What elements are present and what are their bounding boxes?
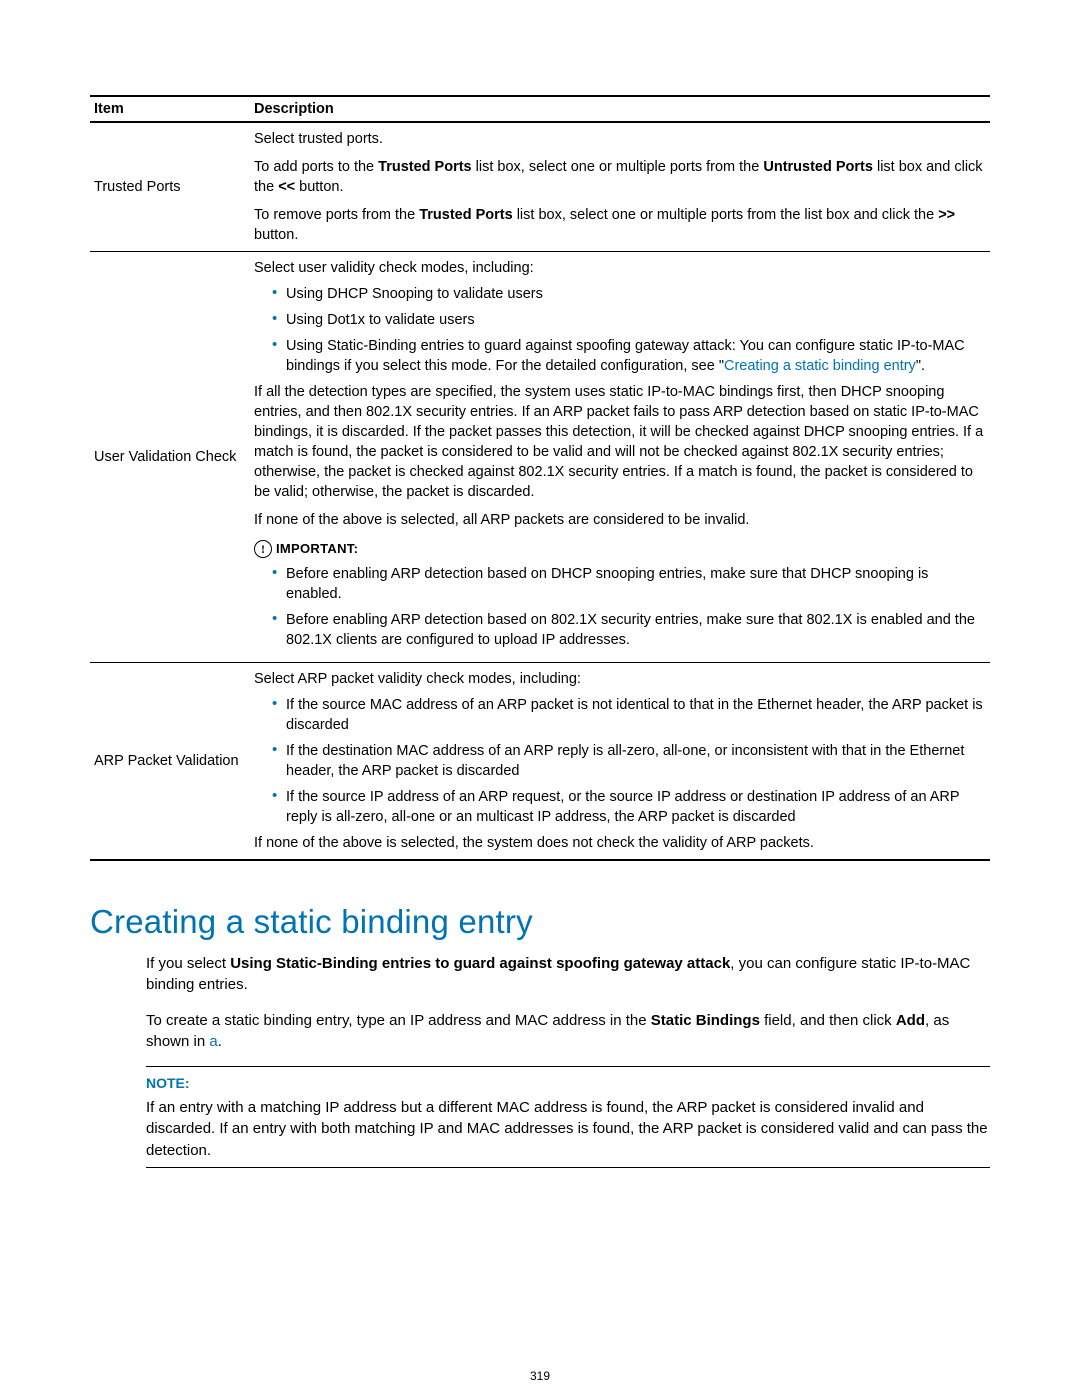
header-item: Item xyxy=(90,96,250,122)
cell-description: Select user validity check modes, includ… xyxy=(250,252,990,663)
paragraph: Select user validity check modes, includ… xyxy=(254,258,984,278)
bullet-list: Before enabling ARP detection based on D… xyxy=(254,564,984,650)
important-heading: ! IMPORTANT: xyxy=(254,540,984,558)
paragraph: To add ports to the Trusted Ports list b… xyxy=(254,157,984,197)
list-item: If the source IP address of an ARP reque… xyxy=(272,787,984,827)
important-label: IMPORTANT: xyxy=(276,540,358,558)
note-block: NOTE: If an entry with a matching IP add… xyxy=(146,1066,990,1168)
list-item: Before enabling ARP detection based on D… xyxy=(272,564,984,604)
table-row: ARP Packet Validation Select ARP packet … xyxy=(90,663,990,861)
cell-item: User Validation Check xyxy=(90,252,250,663)
link-static-binding[interactable]: Creating a static binding entry xyxy=(724,358,916,374)
list-item: If the source MAC address of an ARP pack… xyxy=(272,695,984,735)
list-item: Using Static-Binding entries to guard ag… xyxy=(272,336,984,376)
table-row: User Validation Check Select user validi… xyxy=(90,252,990,663)
table-header-row: Item Description xyxy=(90,96,990,122)
document-page: Item Description Trusted Ports Select tr… xyxy=(0,0,1080,1397)
table-row: Trusted Ports Select trusted ports. To a… xyxy=(90,122,990,252)
page-number: 319 xyxy=(0,1369,1080,1383)
paragraph: If none of the above is selected, all AR… xyxy=(254,510,984,530)
list-item: Before enabling ARP detection based on 8… xyxy=(272,610,984,650)
paragraph: If none of the above is selected, the sy… xyxy=(254,833,984,853)
paragraph: To remove ports from the Trusted Ports l… xyxy=(254,205,984,245)
paragraph: If all the detection types are specified… xyxy=(254,382,984,502)
cell-item: Trusted Ports xyxy=(90,122,250,252)
important-icon: ! xyxy=(254,540,272,558)
note-label: NOTE: xyxy=(146,1075,990,1091)
list-item: If the destination MAC address of an ARP… xyxy=(272,741,984,781)
note-body: If an entry with a matching IP address b… xyxy=(146,1097,990,1161)
paragraph: Select trusted ports. xyxy=(254,129,984,149)
paragraph: If you select Using Static-Binding entri… xyxy=(90,953,990,996)
list-item: Using Dot1x to validate users xyxy=(272,310,984,330)
cell-description: Select trusted ports. To add ports to th… xyxy=(250,122,990,252)
list-item: Using DHCP Snooping to validate users xyxy=(272,284,984,304)
parameters-table: Item Description Trusted Ports Select tr… xyxy=(90,95,990,861)
paragraph: Select ARP packet validity check modes, … xyxy=(254,669,984,689)
figure-link[interactable]: a xyxy=(209,1033,217,1050)
bullet-list: Using DHCP Snooping to validate users Us… xyxy=(254,284,984,376)
cell-item: ARP Packet Validation xyxy=(90,663,250,861)
bullet-list: If the source MAC address of an ARP pack… xyxy=(254,695,984,827)
header-description: Description xyxy=(250,96,990,122)
cell-description: Select ARP packet validity check modes, … xyxy=(250,663,990,861)
paragraph: To create a static binding entry, type a… xyxy=(90,1010,990,1053)
section-title: Creating a static binding entry xyxy=(90,903,990,941)
